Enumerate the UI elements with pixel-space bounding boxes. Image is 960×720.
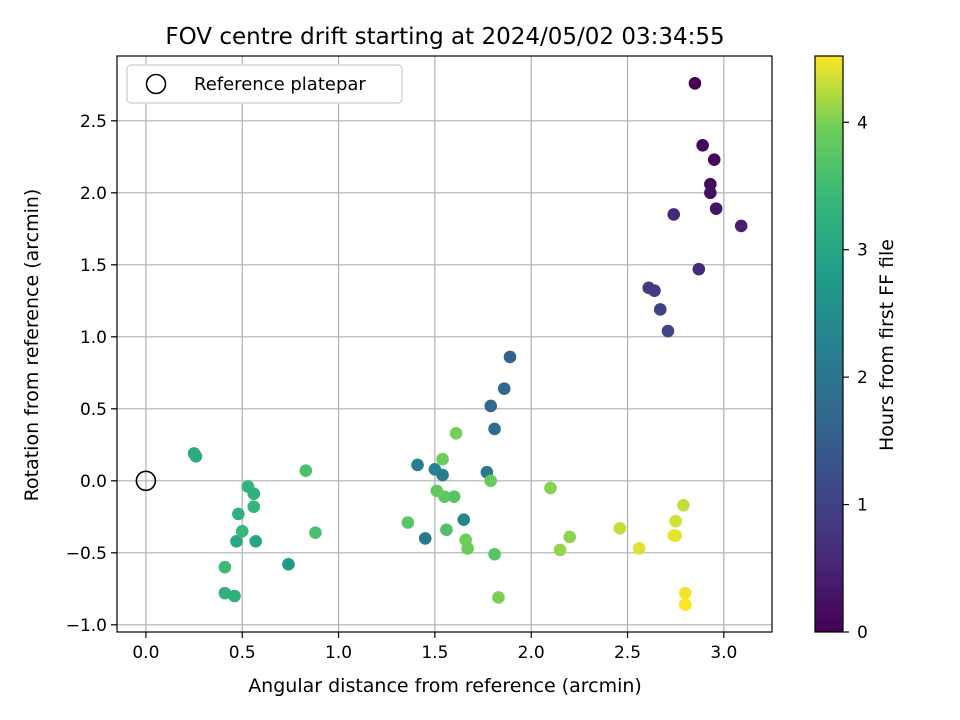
data-point	[484, 399, 498, 413]
data-point	[299, 464, 313, 478]
data-point	[544, 481, 557, 495]
data-point	[488, 422, 501, 436]
colorbar-ticks: 0 1 2 3 4	[843, 113, 868, 643]
x-tick-label: 0.5	[229, 643, 256, 663]
data-point	[411, 458, 424, 472]
data-point	[704, 177, 717, 191]
data-point	[457, 513, 471, 526]
data-point	[488, 547, 501, 561]
data-point	[709, 202, 723, 215]
colorbar-label: Hours from first FF file	[876, 239, 898, 451]
data-point	[247, 487, 261, 501]
colorbar-tick-label: 0	[857, 623, 868, 643]
data-point	[449, 426, 463, 440]
colorbar	[814, 55, 844, 633]
data-point	[497, 382, 511, 395]
data-point	[309, 526, 322, 539]
legend-box	[126, 64, 403, 104]
y-tick-label: −0.5	[66, 544, 107, 564]
data-point	[632, 542, 646, 555]
x-tick-label: 1.5	[421, 643, 448, 663]
data-point	[677, 498, 690, 512]
data-point	[669, 514, 682, 528]
data-point	[218, 560, 232, 574]
data-points	[135, 77, 748, 611]
data-point	[189, 450, 203, 463]
colorbar-tick-label: 1	[857, 496, 868, 516]
data-point	[696, 138, 709, 152]
x-tick-label: 0.0	[132, 643, 159, 663]
data-point	[692, 262, 706, 276]
y-axis-label: Rotation from reference (arcmin)	[21, 189, 43, 502]
chart-title: FOV centre drift starting at 2024/05/02 …	[165, 24, 724, 50]
x-tick-label: 2.0	[518, 643, 545, 663]
data-point	[218, 586, 232, 600]
y-tick-label: 0.5	[80, 400, 107, 420]
data-point	[461, 542, 474, 555]
x-tick-label: 2.5	[614, 643, 641, 663]
data-point	[235, 524, 249, 538]
x-axis-label: Angular distance from reference (arcmin)	[248, 675, 642, 697]
y-tick-label: 1.5	[80, 256, 107, 276]
y-tick-label: 2.0	[80, 184, 107, 204]
y-tick-label: 0.0	[80, 472, 107, 492]
data-point	[653, 303, 667, 316]
x-tick-label: 1.0	[325, 643, 352, 663]
data-point	[563, 530, 577, 544]
y-tick-label: 2.5	[80, 112, 107, 132]
data-point	[418, 532, 432, 545]
colorbar-tick-label: 4	[857, 113, 868, 133]
data-point	[249, 534, 263, 548]
data-point	[734, 219, 748, 233]
data-point	[232, 507, 245, 521]
data-point	[492, 591, 505, 604]
legend: Reference platepar	[126, 64, 403, 104]
data-point	[648, 284, 661, 298]
data-point	[438, 490, 451, 503]
data-point	[447, 490, 461, 503]
grid-lines	[117, 56, 772, 632]
data-point	[401, 516, 415, 529]
colorbar-tick-label: 2	[857, 368, 868, 388]
data-point	[440, 523, 453, 537]
colorbar-tick-label: 3	[857, 241, 868, 261]
data-point	[667, 208, 681, 221]
axes: 0.0 0.5 1.0 1.5 2.0 2.5 3.0 −1.0 −0.5 0.0 0.5 1.0 1.…	[66, 112, 738, 663]
reference-platepar-marker	[135, 470, 157, 492]
data-point	[282, 558, 295, 571]
data-point	[436, 452, 449, 466]
data-point	[230, 534, 243, 548]
data-point	[661, 324, 675, 338]
y-tick-label: 1.0	[80, 328, 107, 348]
legend-reference-marker	[145, 73, 167, 95]
data-point	[704, 186, 717, 200]
data-point	[613, 522, 627, 535]
data-point	[228, 589, 241, 603]
data-point	[679, 586, 692, 600]
data-point	[707, 153, 721, 166]
legend-label: Reference platepar	[194, 74, 366, 95]
data-point	[436, 468, 449, 482]
data-point	[669, 529, 682, 542]
data-point	[688, 77, 702, 90]
data-point	[484, 474, 498, 488]
data-point	[503, 350, 517, 364]
plot-frame	[116, 55, 773, 633]
x-tick-label: 3.0	[710, 643, 737, 663]
data-point	[679, 598, 692, 611]
data-point	[247, 500, 261, 514]
y-tick-label: −1.0	[66, 616, 107, 636]
data-point	[553, 543, 567, 557]
